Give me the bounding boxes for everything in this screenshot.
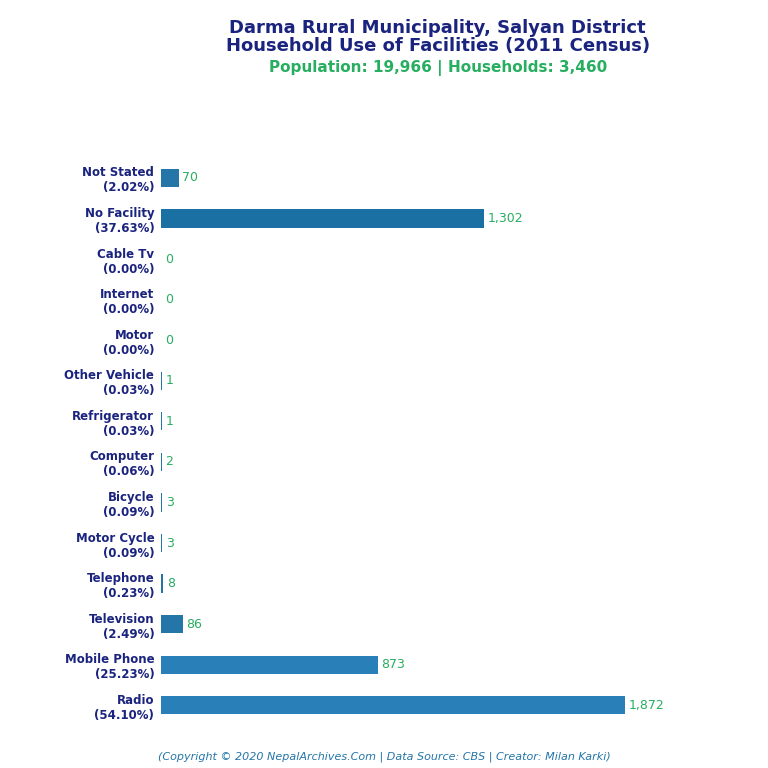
Text: 3: 3 <box>166 537 174 550</box>
Text: (Copyright © 2020 NepalArchives.Com | Data Source: CBS | Creator: Milan Karki): (Copyright © 2020 NepalArchives.Com | Da… <box>157 751 611 762</box>
Text: 1,302: 1,302 <box>488 212 523 225</box>
Text: Household Use of Facilities (2011 Census): Household Use of Facilities (2011 Census… <box>226 37 650 55</box>
Text: 0: 0 <box>165 253 173 266</box>
Text: 1,872: 1,872 <box>629 699 665 712</box>
Text: 0: 0 <box>165 293 173 306</box>
Text: Darma Rural Municipality, Salyan District: Darma Rural Municipality, Salyan Distric… <box>230 19 646 37</box>
Text: 0: 0 <box>165 333 173 346</box>
Text: 86: 86 <box>187 617 202 631</box>
Text: 3: 3 <box>166 496 174 509</box>
Text: Population: 19,966 | Households: 3,460: Population: 19,966 | Households: 3,460 <box>269 60 607 76</box>
Bar <box>161 169 179 187</box>
Text: 1: 1 <box>165 415 173 428</box>
Bar <box>161 696 625 714</box>
Text: 2: 2 <box>165 455 174 468</box>
Bar <box>161 210 484 227</box>
Text: 1: 1 <box>165 374 173 387</box>
Bar <box>161 574 164 593</box>
Bar <box>161 656 378 674</box>
Text: 8: 8 <box>167 577 175 590</box>
Text: 70: 70 <box>182 171 198 184</box>
Bar <box>161 615 183 634</box>
Text: 873: 873 <box>382 658 406 671</box>
